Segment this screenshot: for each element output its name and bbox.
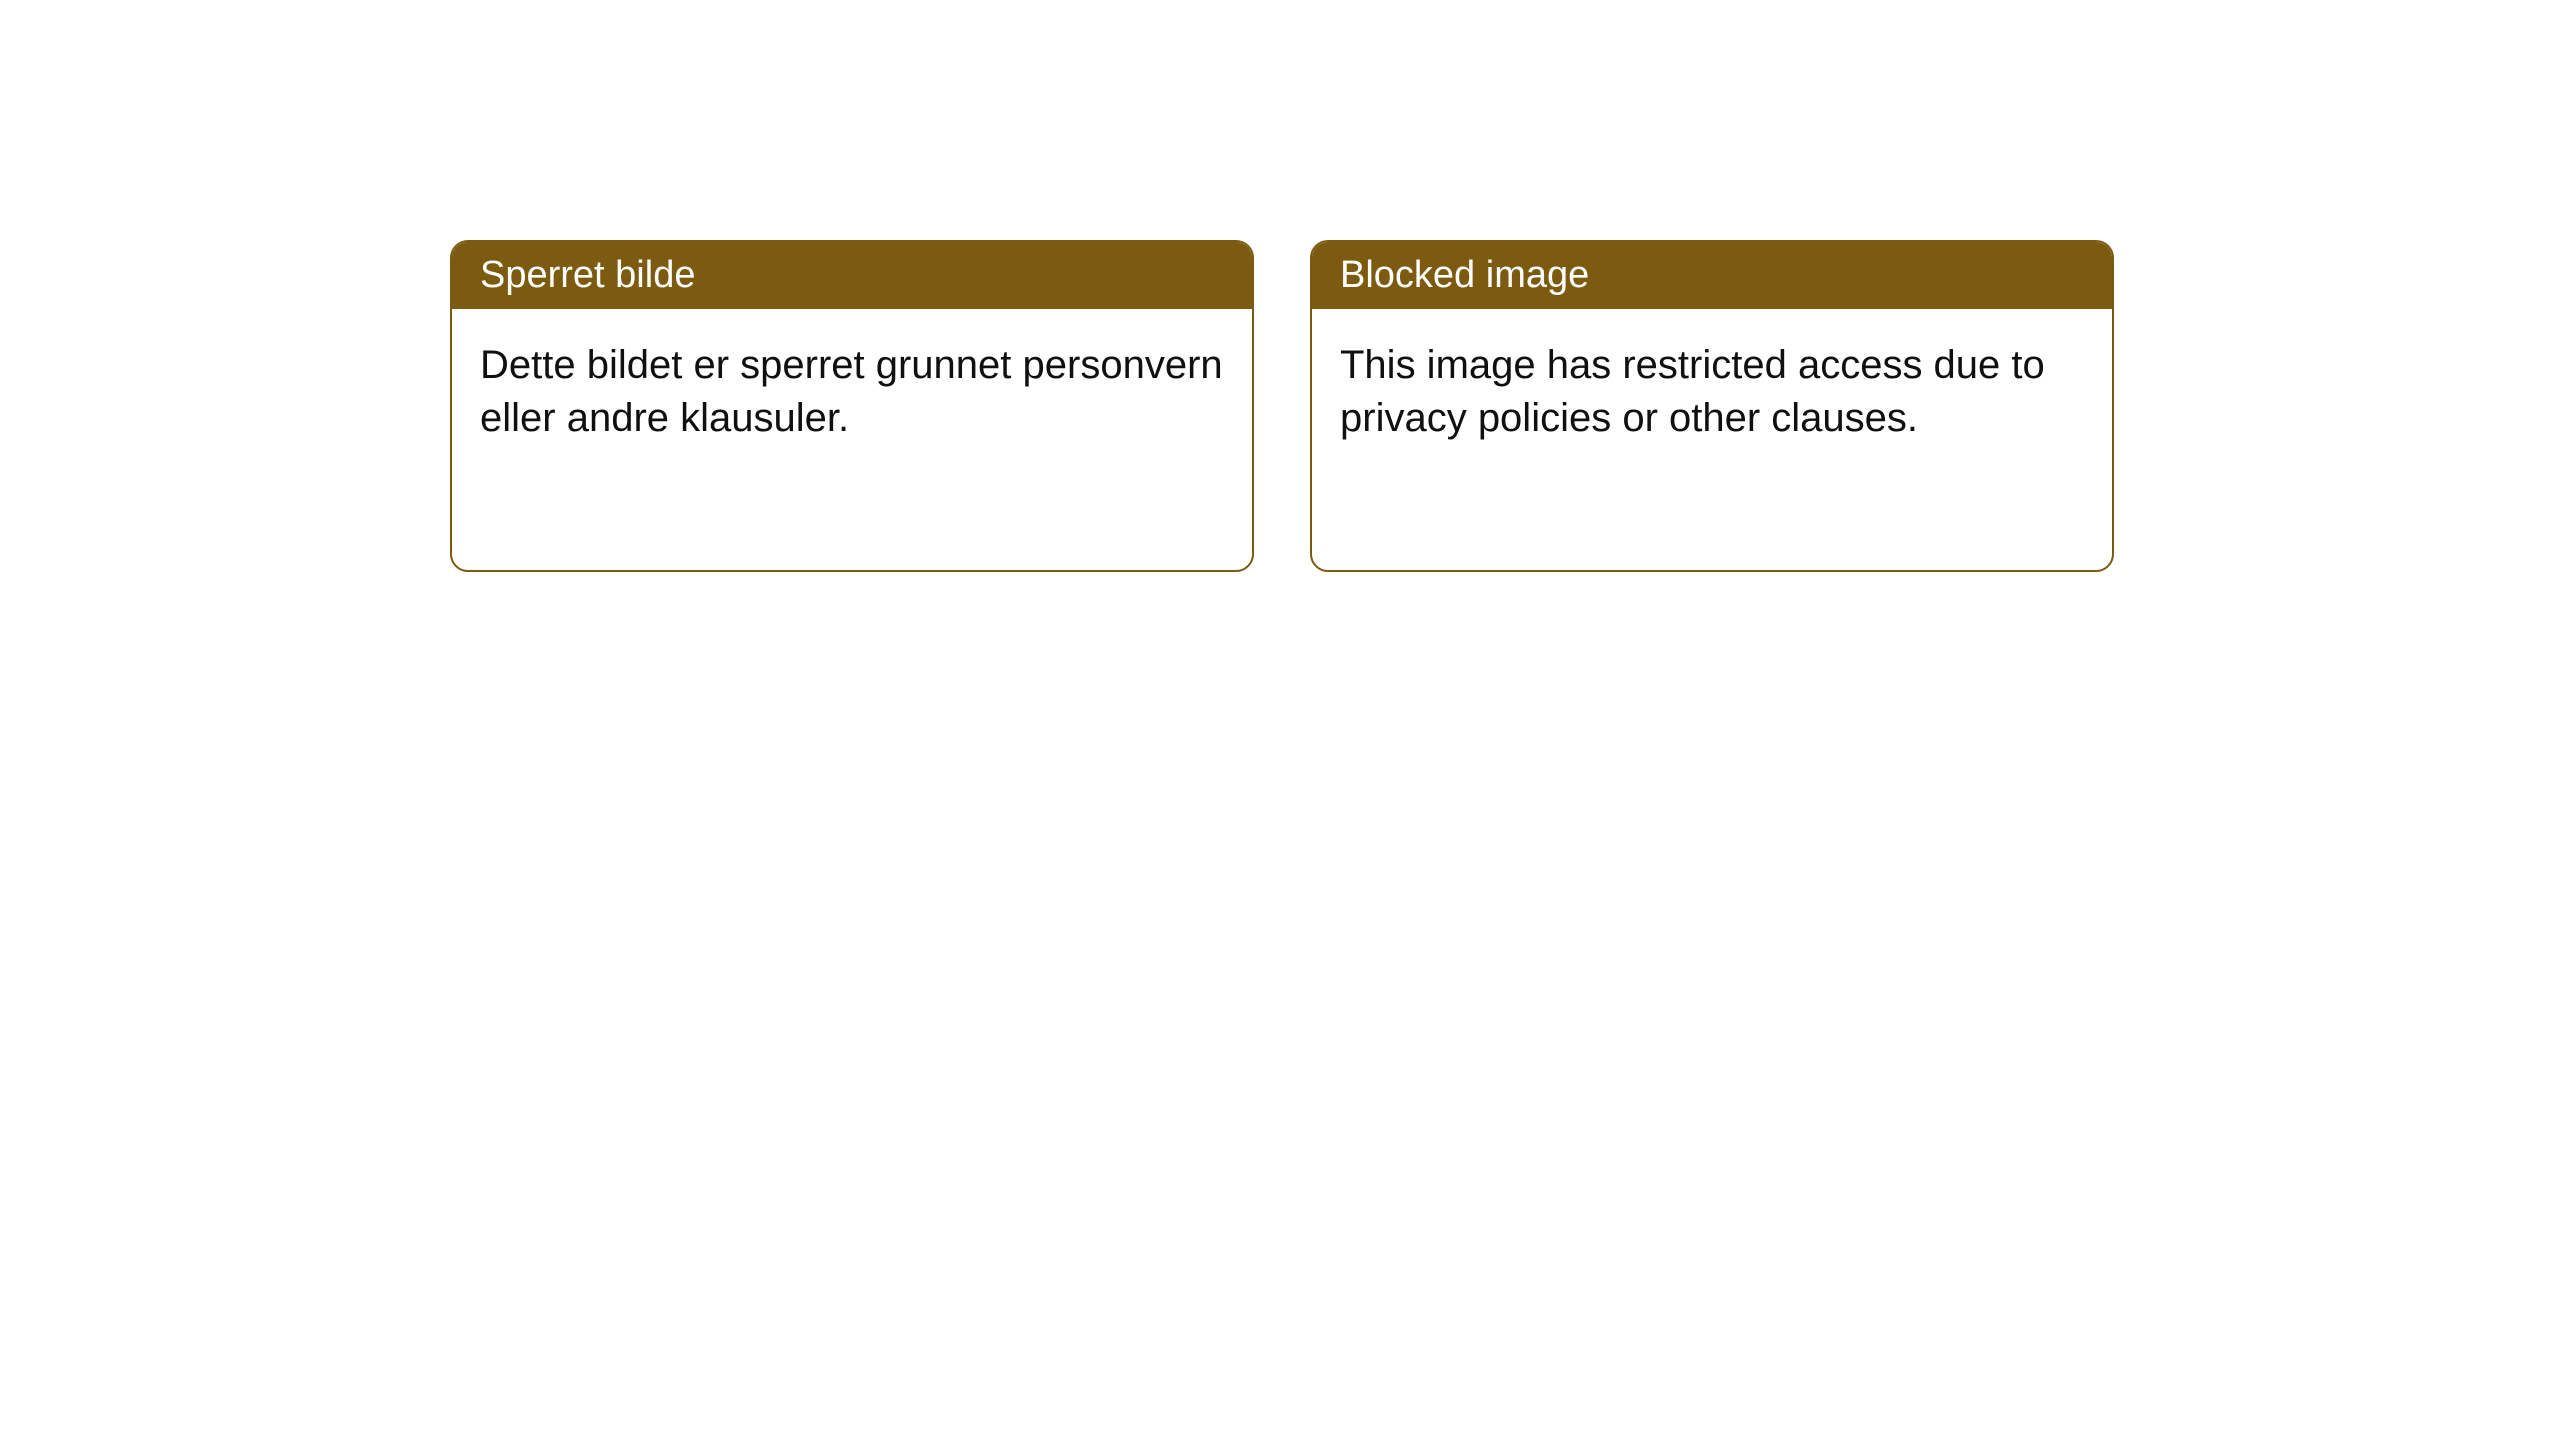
english-notice-body: This image has restricted access due to … bbox=[1312, 309, 2112, 475]
norwegian-notice-body: Dette bildet er sperret grunnet personve… bbox=[452, 309, 1252, 475]
notice-panels-container: Sperret bilde Dette bildet er sperret gr… bbox=[450, 240, 2114, 572]
norwegian-notice-panel: Sperret bilde Dette bildet er sperret gr… bbox=[450, 240, 1254, 572]
english-notice-title: Blocked image bbox=[1312, 242, 2112, 309]
english-notice-panel: Blocked image This image has restricted … bbox=[1310, 240, 2114, 572]
norwegian-notice-title: Sperret bilde bbox=[452, 242, 1252, 309]
